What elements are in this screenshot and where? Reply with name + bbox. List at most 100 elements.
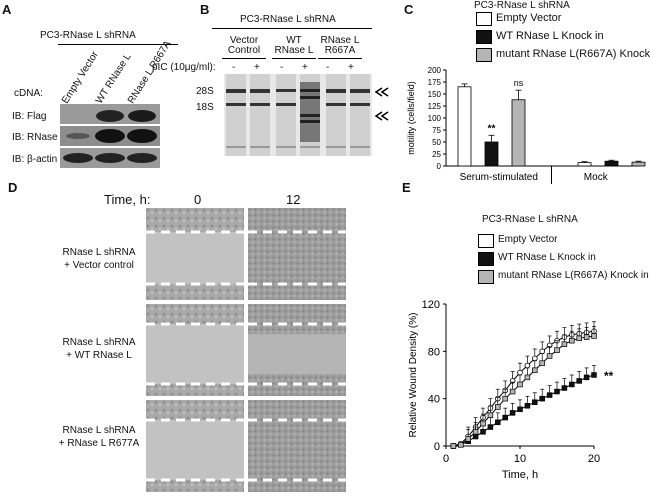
bar [484, 141, 499, 167]
blot-label-rnase-l: IB: RNase L [12, 132, 66, 143]
group-vector-control: Vector Control [227, 35, 261, 56]
data-point [517, 369, 523, 376]
row-label-wt-line2: + WT RNase L [66, 350, 132, 361]
data-point [591, 372, 597, 378]
data-point [554, 388, 560, 395]
data-point [576, 335, 582, 342]
sign-1: - [232, 62, 236, 73]
x-axis-label: Time, h [502, 469, 538, 481]
sign-4: + [302, 62, 308, 73]
wound-healing-micrographs [146, 208, 346, 492]
data-point [458, 442, 464, 448]
significance-mutant: ns [514, 78, 524, 88]
y-tick-label: 125 [428, 102, 442, 111]
y-tick-label: 75 [432, 126, 441, 135]
cleavage-arrows [374, 87, 389, 121]
data-point [539, 395, 545, 402]
y-axis-label: motility (cells/field) [406, 81, 416, 155]
data-point [487, 412, 494, 418]
sign-2: + [254, 62, 260, 73]
data-point [546, 353, 553, 359]
data-point [509, 410, 516, 416]
y-tick-label: 200 [428, 66, 442, 75]
row-label-r677a-line1: RNase L shRNA [62, 425, 136, 436]
panel-letter-e: E [402, 180, 411, 195]
data-point [532, 355, 538, 362]
data-point [472, 433, 479, 440]
panel-letter-b: B [200, 2, 210, 17]
panel-b-title-rule [212, 28, 372, 29]
data-point [524, 362, 531, 369]
panel-a-title-rule [58, 44, 178, 45]
wound-density-line-chart: 0 40 80 120 0 10 20 Time, h Relative Wound Densi… [408, 299, 614, 481]
panel-c-title: PC3-RNase L shRNA [474, 0, 570, 11]
data-point [532, 399, 538, 405]
panel-e-title: PC3-RNase L shRNA [482, 214, 578, 225]
rna-gel-image [224, 74, 372, 156]
data-point [495, 419, 501, 426]
bar [577, 162, 592, 167]
motility-bar-chart: 0 25 50 75 100 125 150 175 200 motility (cells/fi… [406, 66, 646, 184]
legend-label-wt: WT RNase L Knock in [496, 30, 604, 42]
y-tick-label: 100 [428, 114, 442, 123]
data-point [554, 347, 560, 353]
legend-e-label-wt: WT RNase L Knock in [498, 252, 596, 263]
data-point [480, 429, 486, 435]
row-label-wt-line1: RNase L shRNA [62, 337, 136, 348]
panel-a-title: PC3-RNase L shRNA [40, 30, 136, 41]
panel-letter-d: D [8, 180, 18, 195]
data-point [546, 392, 553, 398]
band-label-18s: 18S [196, 102, 214, 113]
row-label-r677a-line2: + RNase L R677A [58, 438, 140, 449]
x-tick-label: 0 [443, 453, 449, 465]
x-tick-label: 20 [588, 453, 600, 465]
x-tick-label: 10 [514, 453, 526, 465]
data-point [532, 367, 538, 374]
legend-e-label-empty: Empty Vector [498, 234, 558, 245]
blot-label-actin: IB: β-actin [12, 154, 58, 165]
y-tick-label: 40 [428, 394, 440, 406]
data-point [495, 404, 501, 410]
data-point [561, 341, 568, 347]
legend-label-mutant: mutant RNase L(R667A) Knock in [496, 48, 650, 60]
data-point [539, 360, 545, 366]
data-point [465, 436, 471, 442]
y-tick-label: 0 [437, 162, 442, 171]
y-tick-label: 80 [428, 346, 440, 358]
bar [631, 161, 646, 167]
legend-label-empty: Empty Vector [496, 12, 562, 24]
data-point [487, 424, 494, 430]
bar [604, 160, 619, 167]
significance-wt: ** [488, 123, 496, 134]
legend-swatch-wt [476, 30, 492, 44]
row-label-r677a: RNase L shRNA + RNase L R677A [54, 424, 144, 450]
legend-e-swatch-empty [478, 234, 494, 248]
legend-e-swatch-wt [478, 252, 494, 266]
group-rule-1 [222, 58, 266, 59]
time-label: Time, h: [104, 192, 151, 207]
data-point [502, 395, 508, 402]
legend-e-label-mutant: mutant RNase L(R667A) Knock in [498, 270, 649, 281]
panel-letter-c: C [404, 2, 414, 17]
significance-marker: ** [604, 369, 614, 383]
data-point [561, 385, 568, 391]
data-point [502, 414, 508, 421]
pic-label: pIC (10μg/ml): [152, 62, 216, 73]
cdna-label: cDNA: [14, 88, 43, 99]
data-point [480, 420, 486, 427]
data-point [517, 406, 523, 413]
legend-e-swatch-mutant [478, 270, 494, 284]
row-label-vector: RNase L shRNA + Vector control [54, 246, 144, 272]
data-point [583, 374, 590, 381]
row-label-vector-line2: + Vector control [64, 260, 134, 271]
legend-swatch-empty [476, 12, 492, 26]
row-label-wt: RNase L shRNA + WT RNase L [54, 336, 144, 362]
sign-3: - [280, 62, 284, 73]
data-point [472, 429, 479, 435]
y-tick-label: 0 [434, 441, 440, 453]
y-tick-label: 120 [422, 299, 440, 311]
panel-letter-a: A [2, 2, 12, 17]
y-tick-label: 175 [428, 78, 442, 87]
time-12: 12 [286, 192, 301, 207]
bar [457, 86, 472, 167]
